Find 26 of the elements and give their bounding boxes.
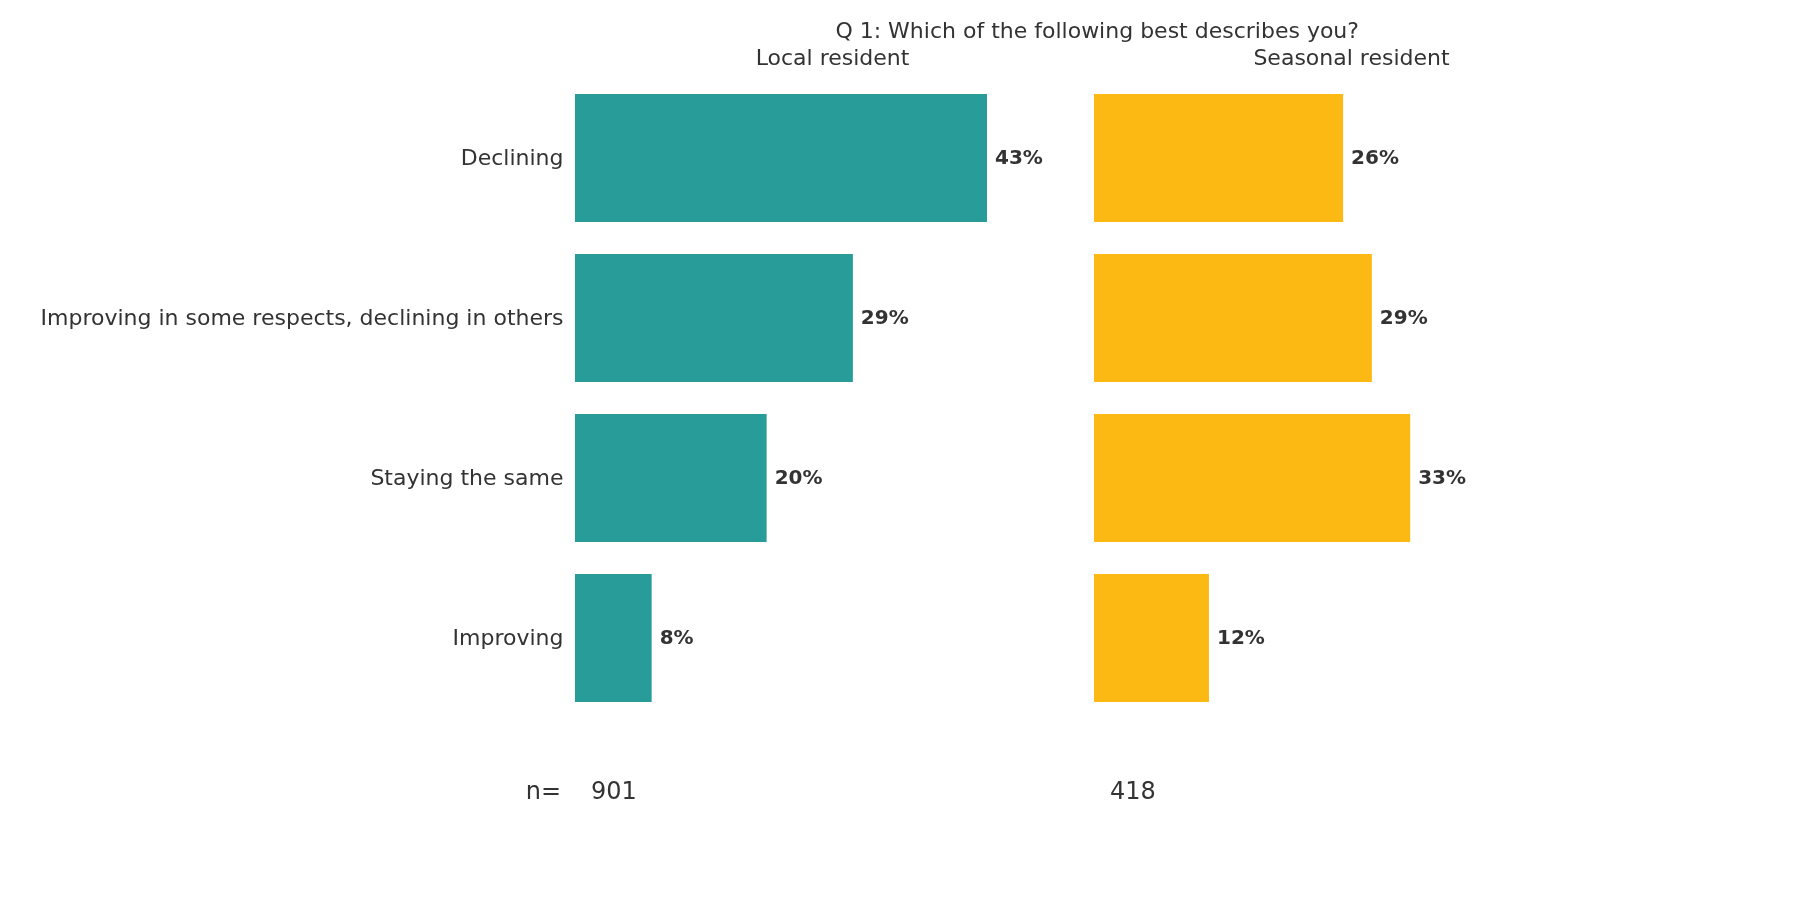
data-label: 29%: [1379, 305, 1428, 329]
chart-subtitle: Local resident: [755, 45, 910, 70]
data-label: 26%: [1351, 145, 1399, 169]
bar: [1094, 254, 1372, 382]
bar: [575, 254, 853, 382]
bar: [1094, 94, 1344, 222]
bar: [1094, 414, 1411, 542]
y-tick-label: Declining: [460, 145, 564, 170]
data-label: 12%: [1216, 625, 1265, 649]
bar: [1094, 574, 1209, 702]
y-tick-label: Improving in some respects, declining in others: [40, 305, 564, 330]
data-label: 43%: [995, 145, 1043, 169]
bar: [575, 94, 987, 222]
text: n=: [525, 777, 561, 805]
data-label: 20%: [774, 465, 823, 489]
data-label: 8%: [659, 625, 694, 649]
text: Q 1: Which of the following best describes you?: [835, 18, 1359, 43]
data-label: 29%: [860, 305, 909, 329]
y-tick-label: Improving: [452, 625, 564, 650]
bar: [575, 414, 767, 542]
y-tick-label: Staying the same: [370, 465, 564, 490]
chart-subtitle: Seasonal resident: [1253, 45, 1450, 70]
bar: [575, 574, 652, 702]
text: 901: [591, 777, 637, 805]
data-label: 33%: [1418, 465, 1467, 489]
text: 418: [1110, 777, 1156, 805]
